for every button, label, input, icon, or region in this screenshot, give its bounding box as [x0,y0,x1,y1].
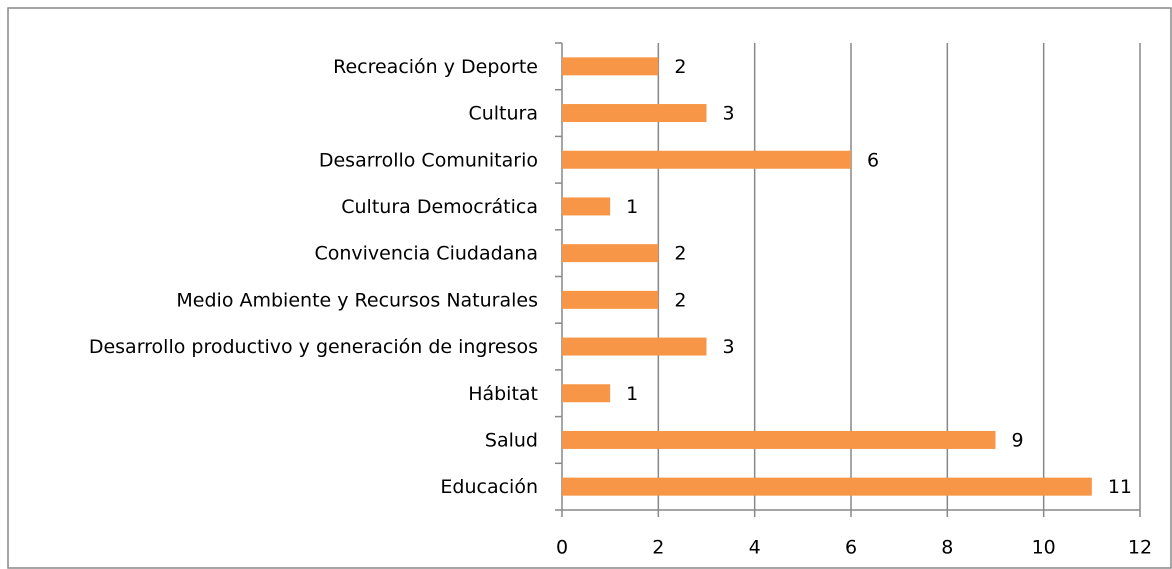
x-tick-label: 0 [556,537,568,559]
x-tick-label: 10 [1032,537,1056,559]
bar [562,290,659,309]
bar [562,384,611,403]
y-tick-label: Cultura [468,103,538,125]
bar [562,244,659,263]
chart-border [7,7,1172,569]
value-label: 1 [626,383,638,405]
y-tick-label: Convivencia Ciudadana [314,243,538,265]
bar [562,104,707,123]
y-tick-label: Medio Ambiente y Recursos Naturales [176,289,538,311]
value-label: 11 [1108,476,1132,498]
bar [562,477,1092,496]
value-label: 1 [626,196,638,218]
y-tick-label: Educación [440,476,538,498]
x-tick-label: 12 [1128,537,1152,559]
bar [562,337,707,356]
value-label: 2 [674,289,686,311]
bar [562,197,611,216]
value-label: 3 [723,336,735,358]
y-tick-label: Salud [485,429,538,451]
value-label: 6 [867,149,879,171]
x-tick-label: 6 [845,537,857,559]
value-label: 9 [1012,429,1024,451]
value-label: 3 [723,103,735,125]
bar [562,430,996,449]
bar [562,150,851,169]
x-tick-label: 8 [941,537,953,559]
x-tick-label: 2 [652,537,664,559]
y-tick-label: Hábitat [468,383,538,405]
y-tick-label: Desarrollo Comunitario [319,149,538,171]
value-label: 2 [674,56,686,78]
value-label: 2 [674,243,686,265]
y-tick-label: Cultura Democrática [341,196,538,218]
bar [562,57,659,76]
y-tick-label: Recreación y Deporte [333,56,538,78]
y-tick-label: Desarrollo productivo y generación de in… [89,336,538,358]
x-tick-label: 4 [749,537,761,559]
